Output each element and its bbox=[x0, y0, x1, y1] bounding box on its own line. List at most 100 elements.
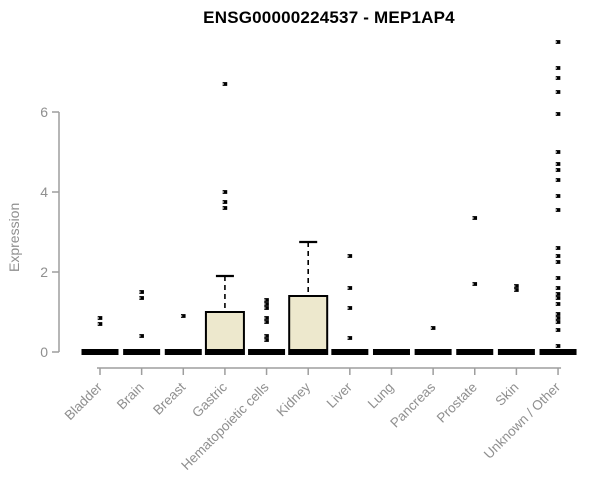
outlier-point bbox=[514, 284, 519, 288]
outlier-point bbox=[97, 316, 103, 320]
outlier-point-notch bbox=[264, 321, 266, 323]
outlier-point-notch bbox=[472, 283, 474, 285]
box-iqr bbox=[204, 311, 245, 355]
outlier-point-notch bbox=[555, 163, 557, 165]
x-category-label: Bladder bbox=[62, 379, 106, 423]
outlier-point bbox=[555, 246, 561, 250]
outlier-point bbox=[180, 314, 186, 318]
outlier-point bbox=[139, 290, 144, 294]
median-bar bbox=[81, 349, 119, 355]
outlier-point bbox=[222, 190, 228, 194]
outlier-point bbox=[139, 296, 144, 300]
outlier-point bbox=[555, 112, 561, 116]
outlier-point-notch bbox=[222, 83, 224, 85]
outlier-point bbox=[139, 334, 144, 338]
outlier-point-notch bbox=[139, 335, 141, 337]
outlier-point-notch bbox=[347, 307, 349, 309]
median-bar bbox=[248, 349, 286, 355]
chart-title: ENSG00000224537 - MEP1AP4 bbox=[203, 8, 455, 27]
outlier-point-notch bbox=[555, 247, 557, 249]
x-category-label: Skin bbox=[492, 380, 521, 409]
outlier-point-notch bbox=[264, 339, 266, 341]
outlier-point-notch bbox=[555, 113, 557, 115]
outlier-point-notch bbox=[180, 315, 183, 317]
outlier-point bbox=[514, 288, 519, 292]
outlier-point-notch bbox=[555, 179, 557, 181]
outlier-point bbox=[555, 254, 561, 258]
outlier-point-notch bbox=[97, 323, 99, 325]
outlier-point bbox=[97, 322, 103, 326]
outlier-point-notch bbox=[555, 287, 557, 289]
outlier-point-notch bbox=[555, 209, 557, 211]
outlier-point-notch bbox=[555, 293, 557, 295]
outlier-point bbox=[264, 338, 269, 342]
outlier-point-notch bbox=[264, 317, 266, 319]
outlier-point bbox=[222, 82, 228, 86]
outlier-point-notch bbox=[555, 321, 557, 323]
x-category-label: Prostate bbox=[434, 380, 480, 426]
median-bar bbox=[206, 349, 244, 355]
outlier-point-notch bbox=[472, 217, 474, 219]
outlier-point bbox=[555, 316, 561, 320]
outlier-point bbox=[555, 150, 561, 154]
outlier-point bbox=[222, 200, 228, 204]
y-tick-label: 4 bbox=[40, 184, 48, 200]
outlier-point bbox=[555, 296, 561, 300]
outlier-point-notch bbox=[555, 91, 557, 93]
outlier-point bbox=[555, 312, 561, 316]
x-category-label: Unknown / Other bbox=[481, 379, 564, 462]
outlier-point bbox=[555, 40, 561, 44]
outlier-point-notch bbox=[555, 303, 557, 305]
median-bar bbox=[539, 349, 577, 355]
outlier-point bbox=[555, 320, 561, 324]
x-category-label: Pancreas bbox=[387, 379, 438, 430]
outlier-point-notch bbox=[139, 297, 141, 299]
x-category-label: Brain bbox=[114, 380, 147, 413]
outlier-point-notch bbox=[514, 285, 516, 287]
outlier-point-notch bbox=[430, 327, 433, 329]
outlier-point bbox=[555, 66, 561, 70]
y-tick-label: 2 bbox=[40, 264, 48, 280]
outlier-point-notch bbox=[555, 329, 557, 331]
outlier-point bbox=[555, 292, 561, 296]
outlier-point bbox=[555, 260, 561, 264]
median-bar bbox=[414, 349, 452, 355]
outlier-point-notch bbox=[139, 291, 141, 293]
outlier-point bbox=[555, 162, 561, 166]
outlier-point bbox=[264, 316, 269, 320]
outlier-point-notch bbox=[264, 299, 266, 301]
box-iqr bbox=[288, 295, 329, 355]
outlier-point bbox=[555, 302, 561, 306]
outlier-point bbox=[264, 298, 269, 302]
outlier-point bbox=[264, 306, 269, 310]
median-bar bbox=[497, 349, 535, 355]
outlier-point bbox=[555, 328, 561, 332]
outlier-point-notch bbox=[347, 337, 349, 339]
outlier-point bbox=[555, 276, 561, 280]
median-bar bbox=[456, 349, 494, 355]
median-bar bbox=[123, 349, 161, 355]
outlier-point-notch bbox=[555, 151, 557, 153]
outlier-point-notch bbox=[555, 317, 557, 319]
outlier-point-notch bbox=[347, 255, 349, 257]
outlier-point-notch bbox=[222, 207, 224, 209]
median-bar bbox=[372, 349, 410, 355]
outlier-point-notch bbox=[555, 195, 557, 197]
outlier-point bbox=[347, 254, 353, 258]
outlier-point bbox=[555, 178, 561, 182]
median-bar bbox=[331, 349, 369, 355]
outlier-point-notch bbox=[555, 297, 557, 299]
outlier-point-notch bbox=[222, 191, 224, 193]
outlier-point bbox=[347, 306, 353, 310]
outlier-point bbox=[222, 206, 228, 210]
outlier-point-notch bbox=[264, 307, 266, 309]
outlier-point bbox=[472, 216, 478, 220]
outlier-point bbox=[555, 90, 561, 94]
outlier-point-notch bbox=[555, 67, 557, 69]
outlier-point-notch bbox=[264, 335, 266, 337]
outlier-point bbox=[555, 344, 561, 348]
outlier-point bbox=[264, 302, 269, 306]
outlier-point-notch bbox=[222, 201, 224, 203]
median-bar bbox=[289, 349, 327, 355]
